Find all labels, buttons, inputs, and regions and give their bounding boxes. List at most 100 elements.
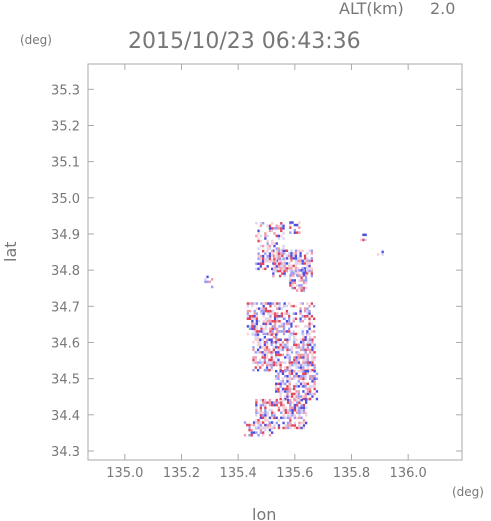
echo-cell <box>300 409 303 412</box>
echo-cell <box>291 271 294 275</box>
echo-cell <box>262 411 265 414</box>
echo-cell <box>297 385 300 388</box>
echo-cell <box>248 317 252 320</box>
echo-cell <box>300 269 303 272</box>
echo-cell <box>264 428 267 432</box>
echo-cell <box>271 312 274 315</box>
echo-cell <box>251 327 254 331</box>
echo-cell <box>284 387 287 391</box>
echo-cell <box>255 302 258 305</box>
echo-cell <box>246 315 249 318</box>
echo-cell <box>257 232 260 235</box>
echo-cell <box>286 338 289 341</box>
echo-cell <box>294 254 298 258</box>
echo-cell <box>256 338 260 341</box>
echo-cell <box>262 426 265 429</box>
echo-cell <box>288 353 291 357</box>
echo-cell <box>278 330 281 333</box>
echo-cell <box>293 343 296 347</box>
echo-cell <box>268 398 272 402</box>
echo-cell <box>298 401 301 404</box>
echo-cell <box>263 368 266 372</box>
echo-cell <box>293 398 296 402</box>
echo-cell <box>277 375 280 378</box>
echo-cell <box>293 392 296 396</box>
echo-cell <box>294 257 298 260</box>
echo-cell <box>253 312 256 315</box>
echo-cell <box>296 289 299 292</box>
echo-cell <box>264 414 267 417</box>
echo-cell <box>305 414 308 417</box>
echo-cell <box>286 353 289 357</box>
echo-cell <box>280 260 283 263</box>
echo-cell <box>264 257 267 260</box>
echo-cell <box>255 234 258 238</box>
echo-cell <box>277 265 281 268</box>
echo-cell <box>303 307 307 310</box>
echo-cell <box>302 346 305 349</box>
echo-cell <box>273 403 276 407</box>
echo-cell <box>288 382 291 386</box>
echo-cell <box>311 346 314 349</box>
echo-cell <box>302 382 305 386</box>
echo-cell <box>310 315 313 318</box>
echo-cell <box>306 343 309 347</box>
echo-cell <box>290 348 294 352</box>
echo-cell <box>271 421 274 424</box>
echo-cell <box>300 286 303 290</box>
echo-cell <box>305 274 308 277</box>
echo-cell <box>306 330 309 333</box>
echo-cell <box>277 409 281 412</box>
echo-cell <box>243 434 247 437</box>
echo-cell <box>302 363 305 367</box>
echo-cell <box>311 338 314 341</box>
echo-cell <box>296 284 299 287</box>
echo-cell <box>286 421 290 425</box>
echo-cell <box>305 401 308 404</box>
echo-cell <box>291 284 294 287</box>
echo-cell <box>278 315 281 318</box>
echo-cell <box>246 325 249 328</box>
echo-cell <box>275 375 278 378</box>
echo-cell <box>304 363 307 367</box>
echo-cell <box>297 375 300 378</box>
echo-cell <box>262 403 265 407</box>
echo-cell <box>289 414 292 417</box>
echo-cell <box>268 244 272 248</box>
echo-cell <box>299 259 302 263</box>
echo-cell <box>364 233 367 237</box>
echo-cell <box>301 262 304 265</box>
echo-cell <box>280 325 283 328</box>
echo-cell <box>266 242 269 245</box>
echo-cell <box>275 398 278 402</box>
echo-cell <box>299 307 302 310</box>
echo-cell <box>259 428 262 432</box>
echo-cell <box>266 419 269 422</box>
echo-cell <box>253 327 256 331</box>
y-tick-label: 34.5 <box>51 373 80 388</box>
echo-cell <box>311 368 314 372</box>
echo-cell <box>268 423 272 427</box>
echo-cell <box>273 325 277 328</box>
echo-cell <box>286 395 289 398</box>
echo-cell <box>311 348 314 352</box>
echo-cell <box>255 322 258 326</box>
echo-cell <box>304 351 307 354</box>
echo-cell <box>290 387 294 391</box>
echo-cell <box>311 351 314 354</box>
echo-cell <box>257 426 260 430</box>
echo-cell <box>268 426 272 429</box>
echo-cell <box>279 392 282 396</box>
echo-cell <box>296 398 299 402</box>
echo-cell <box>300 274 303 277</box>
echo-cell <box>282 252 285 255</box>
echo-cell <box>293 279 296 282</box>
echo-cell <box>262 244 265 248</box>
echo-cell <box>273 317 277 320</box>
echo-cell <box>275 247 278 250</box>
echo-cell <box>283 272 286 275</box>
echo-cell <box>262 249 265 253</box>
echo-cell <box>299 309 302 313</box>
altitude-label: ALT(km) <box>339 0 404 18</box>
echo-cell <box>296 223 299 227</box>
